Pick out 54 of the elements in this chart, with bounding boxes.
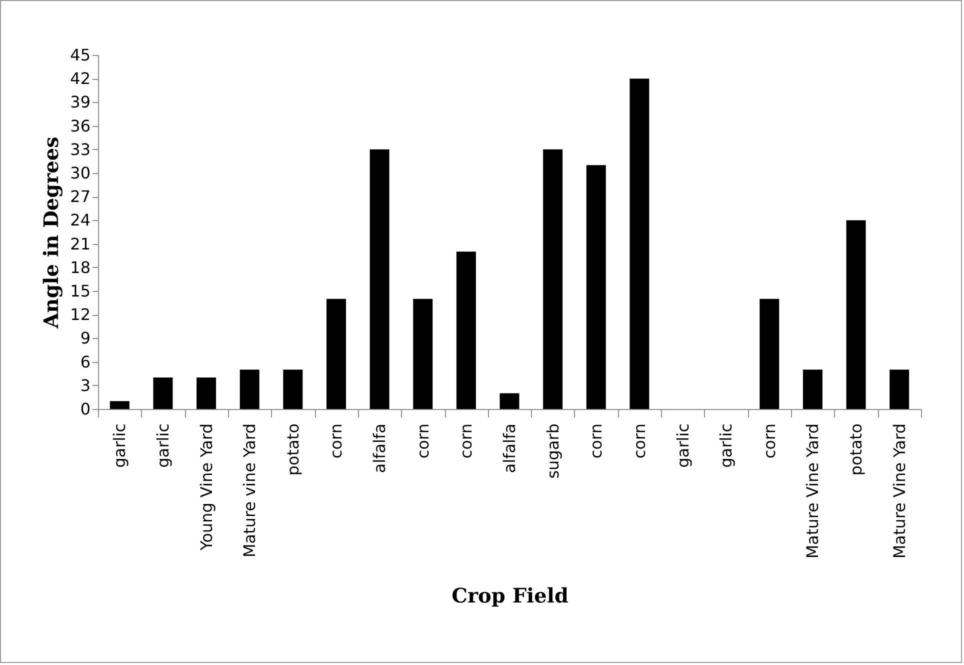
bar (240, 370, 260, 409)
bar (802, 370, 822, 409)
x-tick-label: corn (760, 424, 779, 459)
y-tick-label: 24 (70, 210, 90, 230)
x-tick-label: Mature Vine Yard (890, 424, 909, 559)
y-tick-label: 39 (70, 92, 90, 112)
x-tick-label: alfalfa (500, 424, 519, 474)
bar (370, 149, 390, 409)
x-tick-label: garlic (673, 424, 692, 468)
x-tick-label: corn (456, 424, 476, 459)
y-tick-label: 3 (80, 376, 90, 395)
y-tick-label: 42 (70, 69, 90, 88)
y-tick-label: 45 (70, 46, 90, 64)
x-tick-label: corn (586, 424, 606, 459)
y-tick-label: 36 (70, 116, 90, 136)
x-tick-label: Young Vine Yard (196, 424, 216, 552)
bar (326, 298, 346, 409)
x-tick-label: garlic (153, 424, 172, 468)
y-tick-label: 27 (70, 187, 90, 206)
bar (586, 165, 606, 409)
x-tick-label: garlic (110, 424, 130, 468)
bar (196, 378, 216, 409)
x-tick-label: potato (846, 424, 866, 476)
x-tick-label: garlic (716, 424, 736, 468)
y-tick-label: 6 (80, 352, 90, 372)
y-tick-label: 12 (70, 305, 90, 324)
y-axis-title: Angle in Degrees (39, 136, 64, 330)
bar (456, 252, 476, 409)
x-axis-title: Crop Field (452, 584, 568, 608)
bar (543, 149, 563, 409)
x-tick-label: Mature vine Yard (240, 424, 260, 558)
bar (413, 298, 433, 409)
y-tick-label: 33 (70, 140, 90, 159)
bar (846, 220, 866, 409)
y-tick-label: 9 (80, 328, 90, 348)
x-tick-label: sugarb (543, 424, 562, 479)
x-tick-label: corn (326, 424, 346, 459)
bar (283, 370, 303, 409)
x-tick-label: corn (413, 424, 432, 459)
bar (760, 298, 780, 409)
x-tick-label: Mature Vine Yard (803, 424, 822, 559)
bar (890, 370, 910, 409)
bar (630, 78, 650, 409)
bar (500, 393, 520, 409)
y-tick-label: 0 (80, 400, 90, 418)
x-tick-label: corn (630, 424, 649, 459)
bar (153, 378, 173, 409)
y-tick-label: 30 (70, 164, 90, 182)
bar (110, 401, 130, 409)
y-tick-label: 21 (70, 234, 90, 254)
y-tick-label: 18 (70, 258, 90, 277)
x-tick-label: potato (283, 424, 302, 476)
x-tick-label: alfalfa (370, 424, 390, 474)
y-tick-label: 15 (70, 282, 90, 300)
